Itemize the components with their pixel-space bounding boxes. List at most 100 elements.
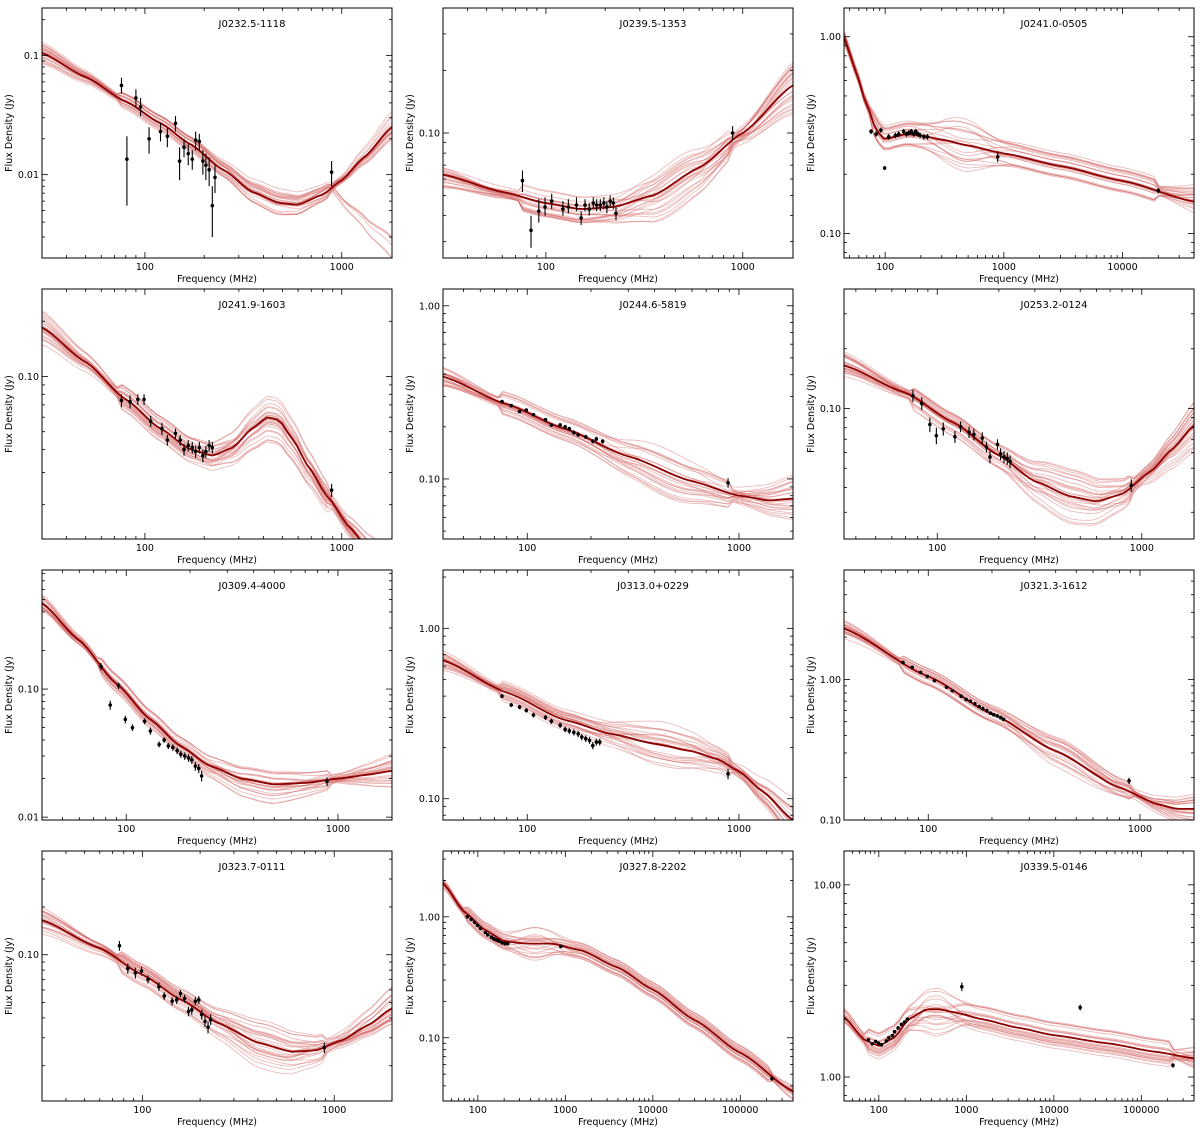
data-point: [171, 745, 175, 750]
posterior-draw-line: [443, 111, 793, 223]
posterior-draw-line: [844, 362, 1194, 498]
posterior-draw-line: [42, 335, 358, 539]
axes-frame: [41, 569, 393, 821]
posterior-draw-line: [844, 626, 1194, 819]
data-point: [583, 203, 587, 207]
data-point: [590, 743, 595, 748]
posterior-draw-line: [42, 339, 360, 539]
posterior-draw-line: [443, 878, 793, 1091]
posterior-draw-line: [844, 356, 1194, 515]
posterior-draw-line: [844, 1014, 1194, 1061]
x-axis-label: Frequency (MHz): [578, 274, 658, 285]
posterior-draw-line: [42, 913, 392, 1052]
y-tick-label: 0.01: [18, 170, 39, 181]
x-axis-label: Frequency (MHz): [979, 1117, 1059, 1128]
posterior-draw-line: [42, 919, 392, 1066]
data-point: [988, 455, 992, 459]
y-axis-label: Flux Density (Jy): [405, 656, 416, 734]
best-fit-line: [42, 52, 392, 206]
posterior-draw-line: [443, 883, 793, 1091]
posterior-draw-line: [844, 1004, 1194, 1051]
posterior-draw-line: [42, 604, 392, 782]
posterior-draw-line: [42, 599, 392, 782]
data-point: [201, 159, 205, 163]
data-point: [911, 132, 916, 136]
data-point: [1078, 1005, 1082, 1010]
data-point: [179, 752, 183, 757]
data-point: [329, 170, 334, 174]
x-tick-label: 1000: [727, 543, 751, 554]
x-tick-label: 1000: [1128, 824, 1152, 835]
x-tick-label: 1000: [727, 824, 751, 835]
posterior-draw-line: [42, 330, 360, 539]
posterior-draw-line: [844, 38, 1194, 201]
posterior-draw-line: [42, 606, 392, 791]
data-point: [587, 207, 592, 211]
posterior-draw-line: [443, 652, 793, 816]
data-point: [543, 417, 548, 422]
data-point: [186, 1009, 191, 1014]
posterior-draw-line: [443, 64, 793, 216]
plot-area: [42, 907, 392, 1075]
posterior-draw-line: [42, 930, 392, 1075]
data-point: [173, 431, 178, 436]
x-axis-label: Frequency (MHz): [177, 274, 257, 285]
posterior-draw-line: [42, 606, 392, 804]
y-axis-label: Flux Density (Jy): [405, 94, 416, 172]
chart-panel: 100 1000 0.01 0.1 J0232.5-1118 Frequency (MHz…: [4, 7, 393, 285]
data-point: [918, 670, 923, 675]
posterior-draw-line: [844, 40, 1194, 202]
panel-title: J0327.8-2202: [619, 862, 687, 873]
posterior-draw-line: [443, 113, 793, 221]
x-tick-label: 1000: [326, 824, 350, 835]
data-point: [726, 772, 730, 776]
data-point: [520, 178, 525, 183]
data-point: [980, 436, 985, 440]
data-point: [598, 203, 603, 207]
data-point: [905, 1017, 910, 1021]
posterior-draw-line: [844, 34, 1194, 189]
data-point: [166, 744, 171, 748]
data-point: [1001, 717, 1006, 722]
y-tick-label: 0.1: [24, 51, 39, 62]
data-point: [995, 714, 1000, 718]
data-point: [953, 435, 957, 439]
x-tick-label: 100000: [1123, 1105, 1159, 1116]
y-tick-label: 0.10: [419, 474, 440, 485]
posterior-draw-line: [443, 367, 793, 494]
data-point: [869, 129, 873, 134]
data-point: [119, 83, 124, 88]
posterior-draw-line: [443, 378, 793, 505]
posterior-draw-line: [443, 71, 793, 224]
posterior-draw-line: [443, 665, 785, 820]
data-point: [579, 216, 583, 220]
posterior-draw-line: [443, 99, 793, 211]
data-point: [178, 438, 182, 442]
data-point: [934, 433, 939, 438]
data-point: [730, 131, 735, 135]
data-point: [873, 1039, 878, 1044]
posterior-draw-line: [42, 917, 392, 1048]
posterior-draw-line: [844, 623, 1173, 820]
posterior-draw-line: [844, 40, 1194, 196]
posterior-draw-line: [844, 34, 1194, 205]
data-point: [913, 129, 918, 134]
data-point: [911, 393, 915, 398]
posterior-draw-line: [42, 607, 392, 791]
data-point: [190, 157, 195, 161]
data-point: [998, 452, 1003, 456]
posterior-draw-line: [844, 624, 1194, 818]
posterior-draw-line: [844, 37, 1194, 205]
data-point: [543, 715, 548, 720]
data-point: [146, 977, 150, 982]
posterior-draw-line: [42, 601, 392, 788]
posterior-draw-line: [844, 619, 1181, 820]
data-point: [139, 969, 144, 973]
posterior-draw-line: [443, 882, 793, 1088]
posterior-draw-line: [443, 883, 793, 1095]
posterior-draw-line: [42, 314, 377, 539]
data-point: [483, 930, 488, 935]
posterior-draw-line: [443, 95, 793, 218]
data-point: [549, 423, 554, 427]
